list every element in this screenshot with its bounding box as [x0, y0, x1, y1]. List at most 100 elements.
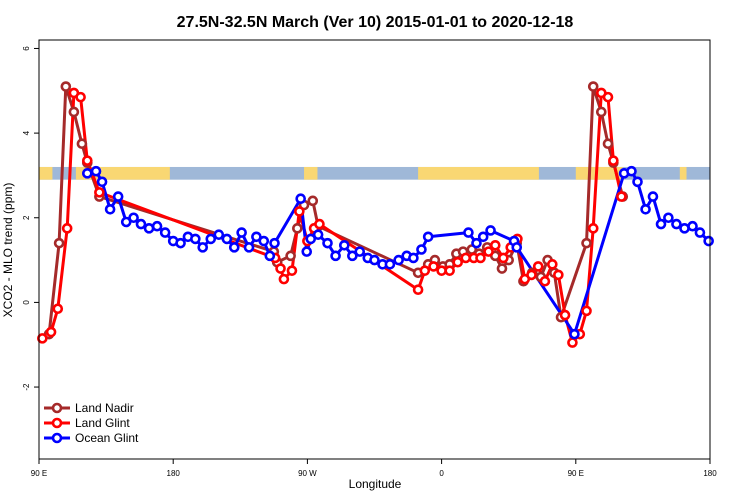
y-tick-label: 0 [22, 300, 31, 305]
data-point [616, 191, 627, 202]
data-point [90, 165, 102, 177]
data-point [322, 237, 333, 249]
data-point [489, 239, 501, 251]
data-point [314, 218, 325, 230]
legend-marker [51, 417, 63, 429]
data-point [412, 284, 424, 296]
data-point [52, 303, 64, 315]
data-point [330, 250, 341, 262]
y-tick-label: -2 [22, 383, 31, 391]
data-point [663, 212, 674, 224]
data-point [539, 275, 551, 287]
data-point [278, 273, 290, 285]
y-tick-label: 2 [22, 215, 31, 220]
data-point [347, 250, 358, 262]
x-tick-label: 90 E [568, 469, 584, 478]
data-point [671, 218, 682, 230]
data-point [422, 231, 434, 243]
data-point [567, 337, 578, 348]
data-point [285, 250, 296, 262]
data-point [444, 265, 455, 276]
data-point [595, 106, 607, 118]
data-point [128, 212, 139, 224]
data-point [221, 233, 233, 245]
data-point [626, 165, 637, 177]
data-point [547, 259, 558, 270]
data-point [384, 259, 396, 270]
data-point [175, 237, 186, 249]
data-point [45, 326, 57, 338]
land-segment [418, 166, 539, 180]
data-point [553, 269, 564, 281]
data-point [151, 220, 163, 232]
data-point [559, 309, 571, 321]
data-point [703, 235, 714, 247]
data-point [339, 239, 350, 251]
data-point [96, 176, 108, 188]
data-point [428, 261, 439, 272]
x-tick-label: 90 W [298, 469, 317, 478]
land-segment [575, 166, 623, 180]
data-point [197, 242, 209, 253]
y-axis: -2 0 2 4 6 [22, 46, 39, 391]
data-point [61, 223, 73, 234]
data-point [602, 91, 614, 103]
data-point [60, 81, 72, 92]
chart-title: 27.5N-32.5N March (Ver 10) 2015-01-01 to… [177, 14, 574, 31]
series-line-2 [86, 169, 710, 336]
data-point [581, 305, 592, 317]
data-point [75, 91, 86, 103]
data-point [511, 242, 523, 253]
data-point [587, 223, 599, 234]
data-point [408, 252, 419, 264]
data-point [269, 237, 280, 249]
land-ocean-strip [39, 166, 710, 180]
data-point [485, 225, 496, 236]
data-point [393, 254, 404, 266]
plot-frame [38, 39, 711, 460]
land-segment [39, 166, 53, 180]
data-point [82, 168, 93, 179]
x-axis-label: Longitude [349, 477, 402, 491]
legend-marker [51, 402, 63, 414]
data-point [307, 195, 319, 207]
ocean-band [39, 166, 710, 180]
data-point [228, 242, 240, 253]
data-point [632, 176, 643, 188]
data-point [498, 252, 509, 264]
data-point [112, 191, 124, 202]
data-point [354, 246, 366, 257]
data-point [82, 155, 93, 166]
data-point [608, 155, 619, 166]
data-point [292, 223, 303, 234]
data-point [647, 191, 659, 202]
x-tick-label: 0 [439, 469, 444, 478]
data-point [243, 242, 255, 253]
x-axis: 90 E 180 90 W 0 90 E 180 [31, 459, 717, 478]
x-tick-label: 90 E [31, 469, 47, 478]
y-tick-label: 6 [22, 46, 31, 51]
data-point [526, 269, 537, 281]
legend-marker [51, 432, 63, 444]
data-point [120, 216, 132, 228]
data-point [581, 237, 592, 249]
land-segment [304, 166, 318, 180]
data-point [94, 187, 105, 198]
data-point [305, 233, 317, 245]
data-point [301, 246, 313, 257]
data-point [477, 231, 489, 243]
data-point [569, 328, 580, 340]
land-segment [679, 166, 687, 180]
data-point [159, 227, 171, 238]
data-point [37, 333, 48, 344]
data-point [475, 252, 486, 264]
data-point [694, 227, 706, 238]
data-point [496, 263, 508, 274]
data-point [369, 254, 380, 266]
series-lines [41, 85, 710, 345]
data-point [68, 106, 80, 118]
data-point [463, 227, 474, 238]
data-point [190, 233, 201, 245]
